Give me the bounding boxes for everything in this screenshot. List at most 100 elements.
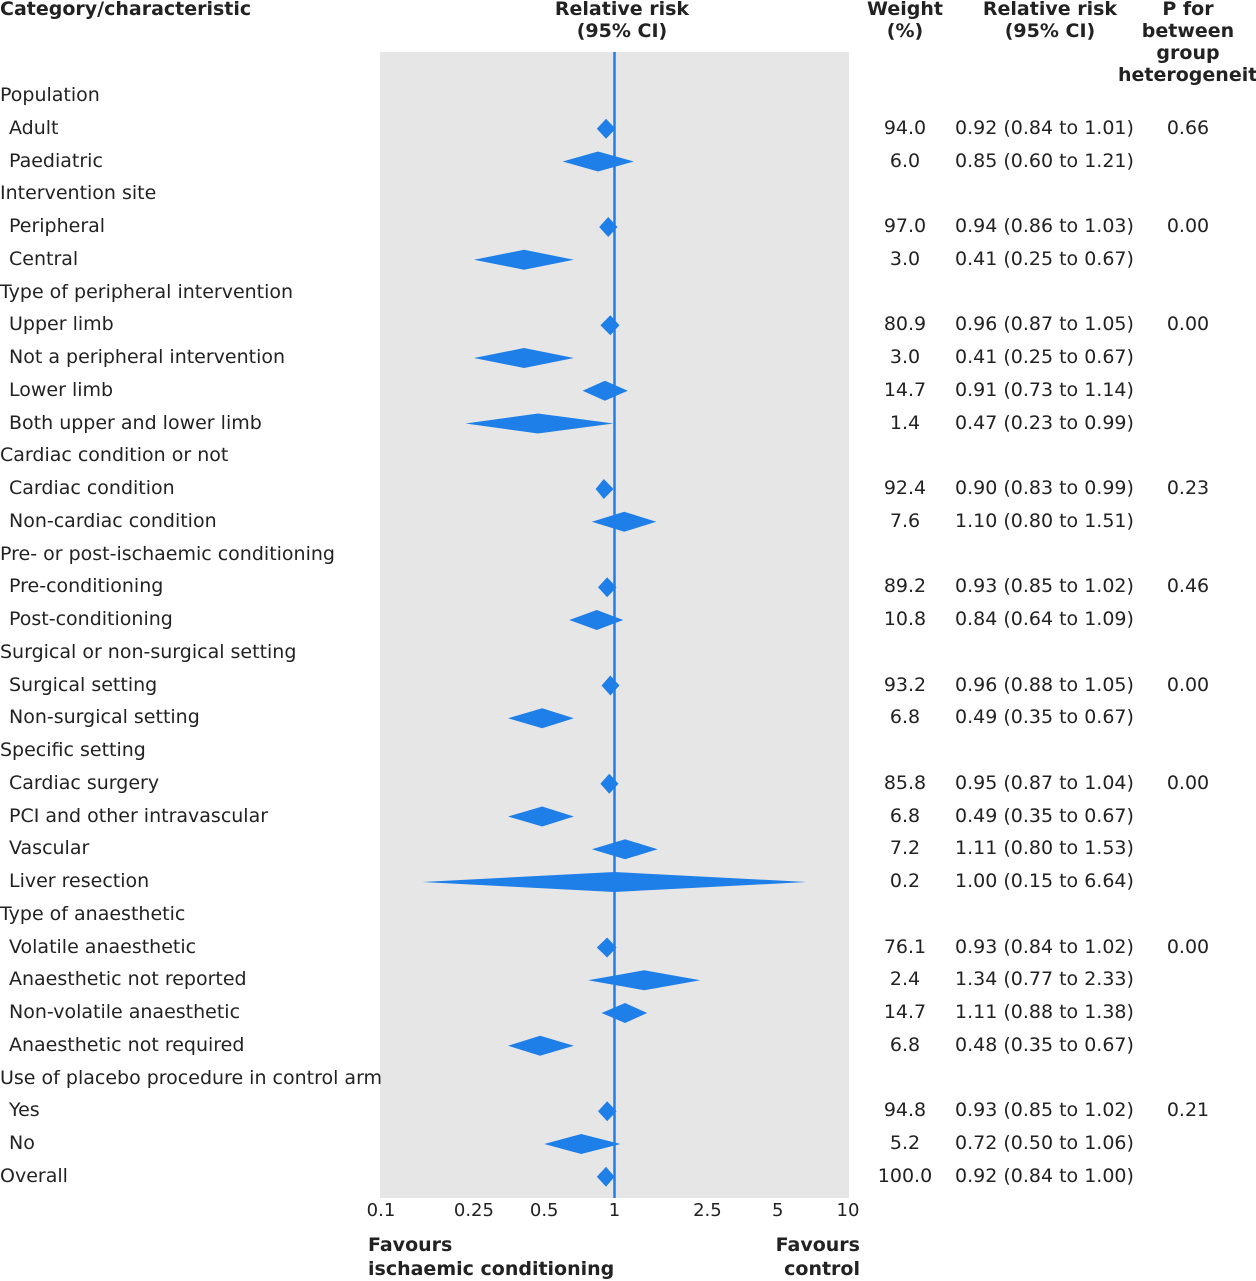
estimate-diamond <box>544 1134 621 1154</box>
row-label: Anaesthetic not reported <box>9 968 247 991</box>
table-row: Anaesthetic not required 6.8 0.48 (0.35 to… <box>0 1030 1256 1060</box>
rr-plot-header-line-2: (95% CI) <box>576 20 668 42</box>
weight-value: 6.8 <box>889 804 921 827</box>
relative-risk-value: 0.92 (0.84 to 1.01) <box>955 116 1134 139</box>
p-heterogeneity-value: 0.23 <box>1166 477 1210 499</box>
relative-risk-value: 0.96 (0.87 to 1.05) <box>955 313 1134 336</box>
row-label: Peripheral <box>9 215 106 237</box>
weight-value: 7.2 <box>889 837 921 860</box>
group-label: Type of peripheral intervention <box>0 280 294 303</box>
group-row: Intervention site <box>0 178 1256 208</box>
table-row: Non-volatile anaesthetic 14.7 1.11 (0.88 t… <box>0 997 1256 1027</box>
weight-value: 85.8 <box>883 771 927 794</box>
weight-value: 0.2 <box>889 870 921 892</box>
overall-row: Overall 100.0 0.92 (0.84 to 1.00) <box>0 1161 1256 1191</box>
relative-risk-value: 0.84 (0.64 to 1.09) <box>955 608 1134 630</box>
relative-risk-plot-header: Relative risk (95% CI) <box>542 0 702 42</box>
row-label: Pre-conditioning <box>9 575 164 598</box>
category-header-text: Category/characteristic <box>0 0 252 20</box>
group-row: Specific setting <box>0 735 1256 765</box>
weight-header-line-1: Weight <box>867 0 943 20</box>
estimate-diamond <box>600 315 620 336</box>
favours-left-line-1: Favours <box>368 1234 453 1256</box>
group-row: Pre- or post-ischaemic conditioning <box>0 539 1256 569</box>
weight-value: 6.0 <box>889 149 921 172</box>
table-row: Cardiac surgery 85.8 0.95 (0.87 to 1.04) 0.… <box>0 768 1256 798</box>
weight-value: 6.8 <box>889 1033 921 1056</box>
row-label: Non-surgical setting <box>9 706 200 729</box>
relative-risk-value: 0.93 (0.84 to 1.02) <box>955 935 1134 958</box>
group-label: Specific setting <box>0 739 146 761</box>
estimate-diamond <box>508 806 574 827</box>
estimate-diamond <box>598 1101 617 1122</box>
table-row: Paediatric 6.0 0.85 (0.60 to 1.21) <box>0 146 1256 176</box>
relative-risk-value: 0.41 (0.25 to 0.67) <box>955 247 1134 270</box>
estimate-diamond <box>569 610 624 630</box>
row-label: Surgical setting <box>9 673 158 696</box>
relative-risk-value: 0.96 (0.88 to 1.05) <box>955 673 1134 696</box>
estimate-diamond <box>473 348 574 368</box>
relative-risk-value: 1.11 (0.88 to 1.38) <box>955 1001 1134 1023</box>
row-label: Overall <box>0 1164 68 1187</box>
table-row: Yes 94.8 0.93 (0.85 to 1.02) 0.21 <box>0 1095 1256 1125</box>
estimate-diamond <box>562 151 634 172</box>
relative-risk-value: 0.41 (0.25 to 0.67) <box>955 346 1134 368</box>
row-label: Both upper and lower limb <box>9 411 262 434</box>
weight-value: 1.4 <box>889 411 921 434</box>
p-heterogeneity-value: 0.00 <box>1166 313 1210 336</box>
table-row: Non-surgical setting 6.8 0.49 (0.35 to 0.6… <box>0 702 1256 732</box>
group-label: Surgical or non-surgical setting <box>0 640 297 663</box>
row-label: Central <box>9 247 79 270</box>
p-heterogeneity-value: 0.66 <box>1166 116 1210 139</box>
weight-value: 100.0 <box>877 1164 933 1187</box>
row-label: Paediatric <box>9 149 103 172</box>
row-label: Cardiac surgery <box>9 771 160 794</box>
favours-right-label: Favours control <box>700 1233 860 1281</box>
x-tick-label: 0.5 <box>529 1200 559 1221</box>
p-header-line-1: P for <box>1162 0 1214 20</box>
group-row: Type of anaesthetic <box>0 899 1256 929</box>
relative-risk-value: 0.94 (0.86 to 1.03) <box>955 215 1134 237</box>
estimate-diamond <box>582 380 628 401</box>
table-row: Peripheral 97.0 0.94 (0.86 to 1.03) 0.00 <box>0 211 1256 241</box>
table-row: Adult 94.0 0.92 (0.84 to 1.01) 0.66 <box>0 113 1256 143</box>
p-heterogeneity-value: 0.00 <box>1166 935 1210 958</box>
weight-value: 2.4 <box>889 968 921 991</box>
estimate-diamond <box>601 1003 648 1023</box>
row-label: Yes <box>9 1099 40 1122</box>
favours-left-label: Favours ischaemic conditioning <box>368 1233 614 1281</box>
weight-value: 93.2 <box>883 673 927 696</box>
estimate-diamond <box>591 839 658 860</box>
estimate-diamond <box>587 970 701 991</box>
rr-col-header-line-2: (95% CI) <box>1004 20 1096 42</box>
relative-risk-value: 1.11 (0.80 to 1.53) <box>955 837 1134 860</box>
weight-value: 7.6 <box>889 509 921 532</box>
weight-value: 94.8 <box>883 1099 927 1122</box>
p-heterogeneity-value: 0.00 <box>1166 673 1210 696</box>
row-label: Non-cardiac condition <box>9 509 217 532</box>
relative-risk-value: 0.93 (0.85 to 1.02) <box>955 1099 1134 1122</box>
row-label: Post-conditioning <box>9 608 173 630</box>
row-label: Liver resection <box>9 870 150 892</box>
estimate-diamond <box>600 773 619 794</box>
relative-risk-column-header: Relative risk (95% CI) <box>965 0 1135 42</box>
p-heterogeneity-value: 0.21 <box>1166 1099 1210 1122</box>
weight-value: 89.2 <box>883 575 927 598</box>
x-tick-label: 2.5 <box>693 1200 722 1221</box>
estimate-diamond <box>591 511 657 532</box>
table-row: Surgical setting 93.2 0.96 (0.88 to 1.05) 0… <box>0 670 1256 700</box>
group-row: Population <box>0 80 1256 110</box>
table-row: Vascular 7.2 1.11 (0.80 to 1.53) <box>0 833 1256 863</box>
x-tick-label: 10 <box>836 1200 860 1221</box>
favours-right-line-1: Favours <box>775 1234 860 1256</box>
table-row: Anaesthetic not reported 2.4 1.34 (0.77 to… <box>0 964 1256 994</box>
estimate-diamond <box>422 872 807 892</box>
p-header-line-2: between group <box>1141 20 1235 64</box>
category-header: Category/characteristic <box>0 0 251 20</box>
relative-risk-value: 0.85 (0.60 to 1.21) <box>955 149 1134 172</box>
x-tick-label: 0.1 <box>366 1200 396 1221</box>
p-heterogeneity-value: 0.00 <box>1166 215 1210 237</box>
estimate-diamond <box>473 249 574 270</box>
group-row: Cardiac condition or not <box>0 440 1256 470</box>
estimate-diamond <box>599 217 618 237</box>
